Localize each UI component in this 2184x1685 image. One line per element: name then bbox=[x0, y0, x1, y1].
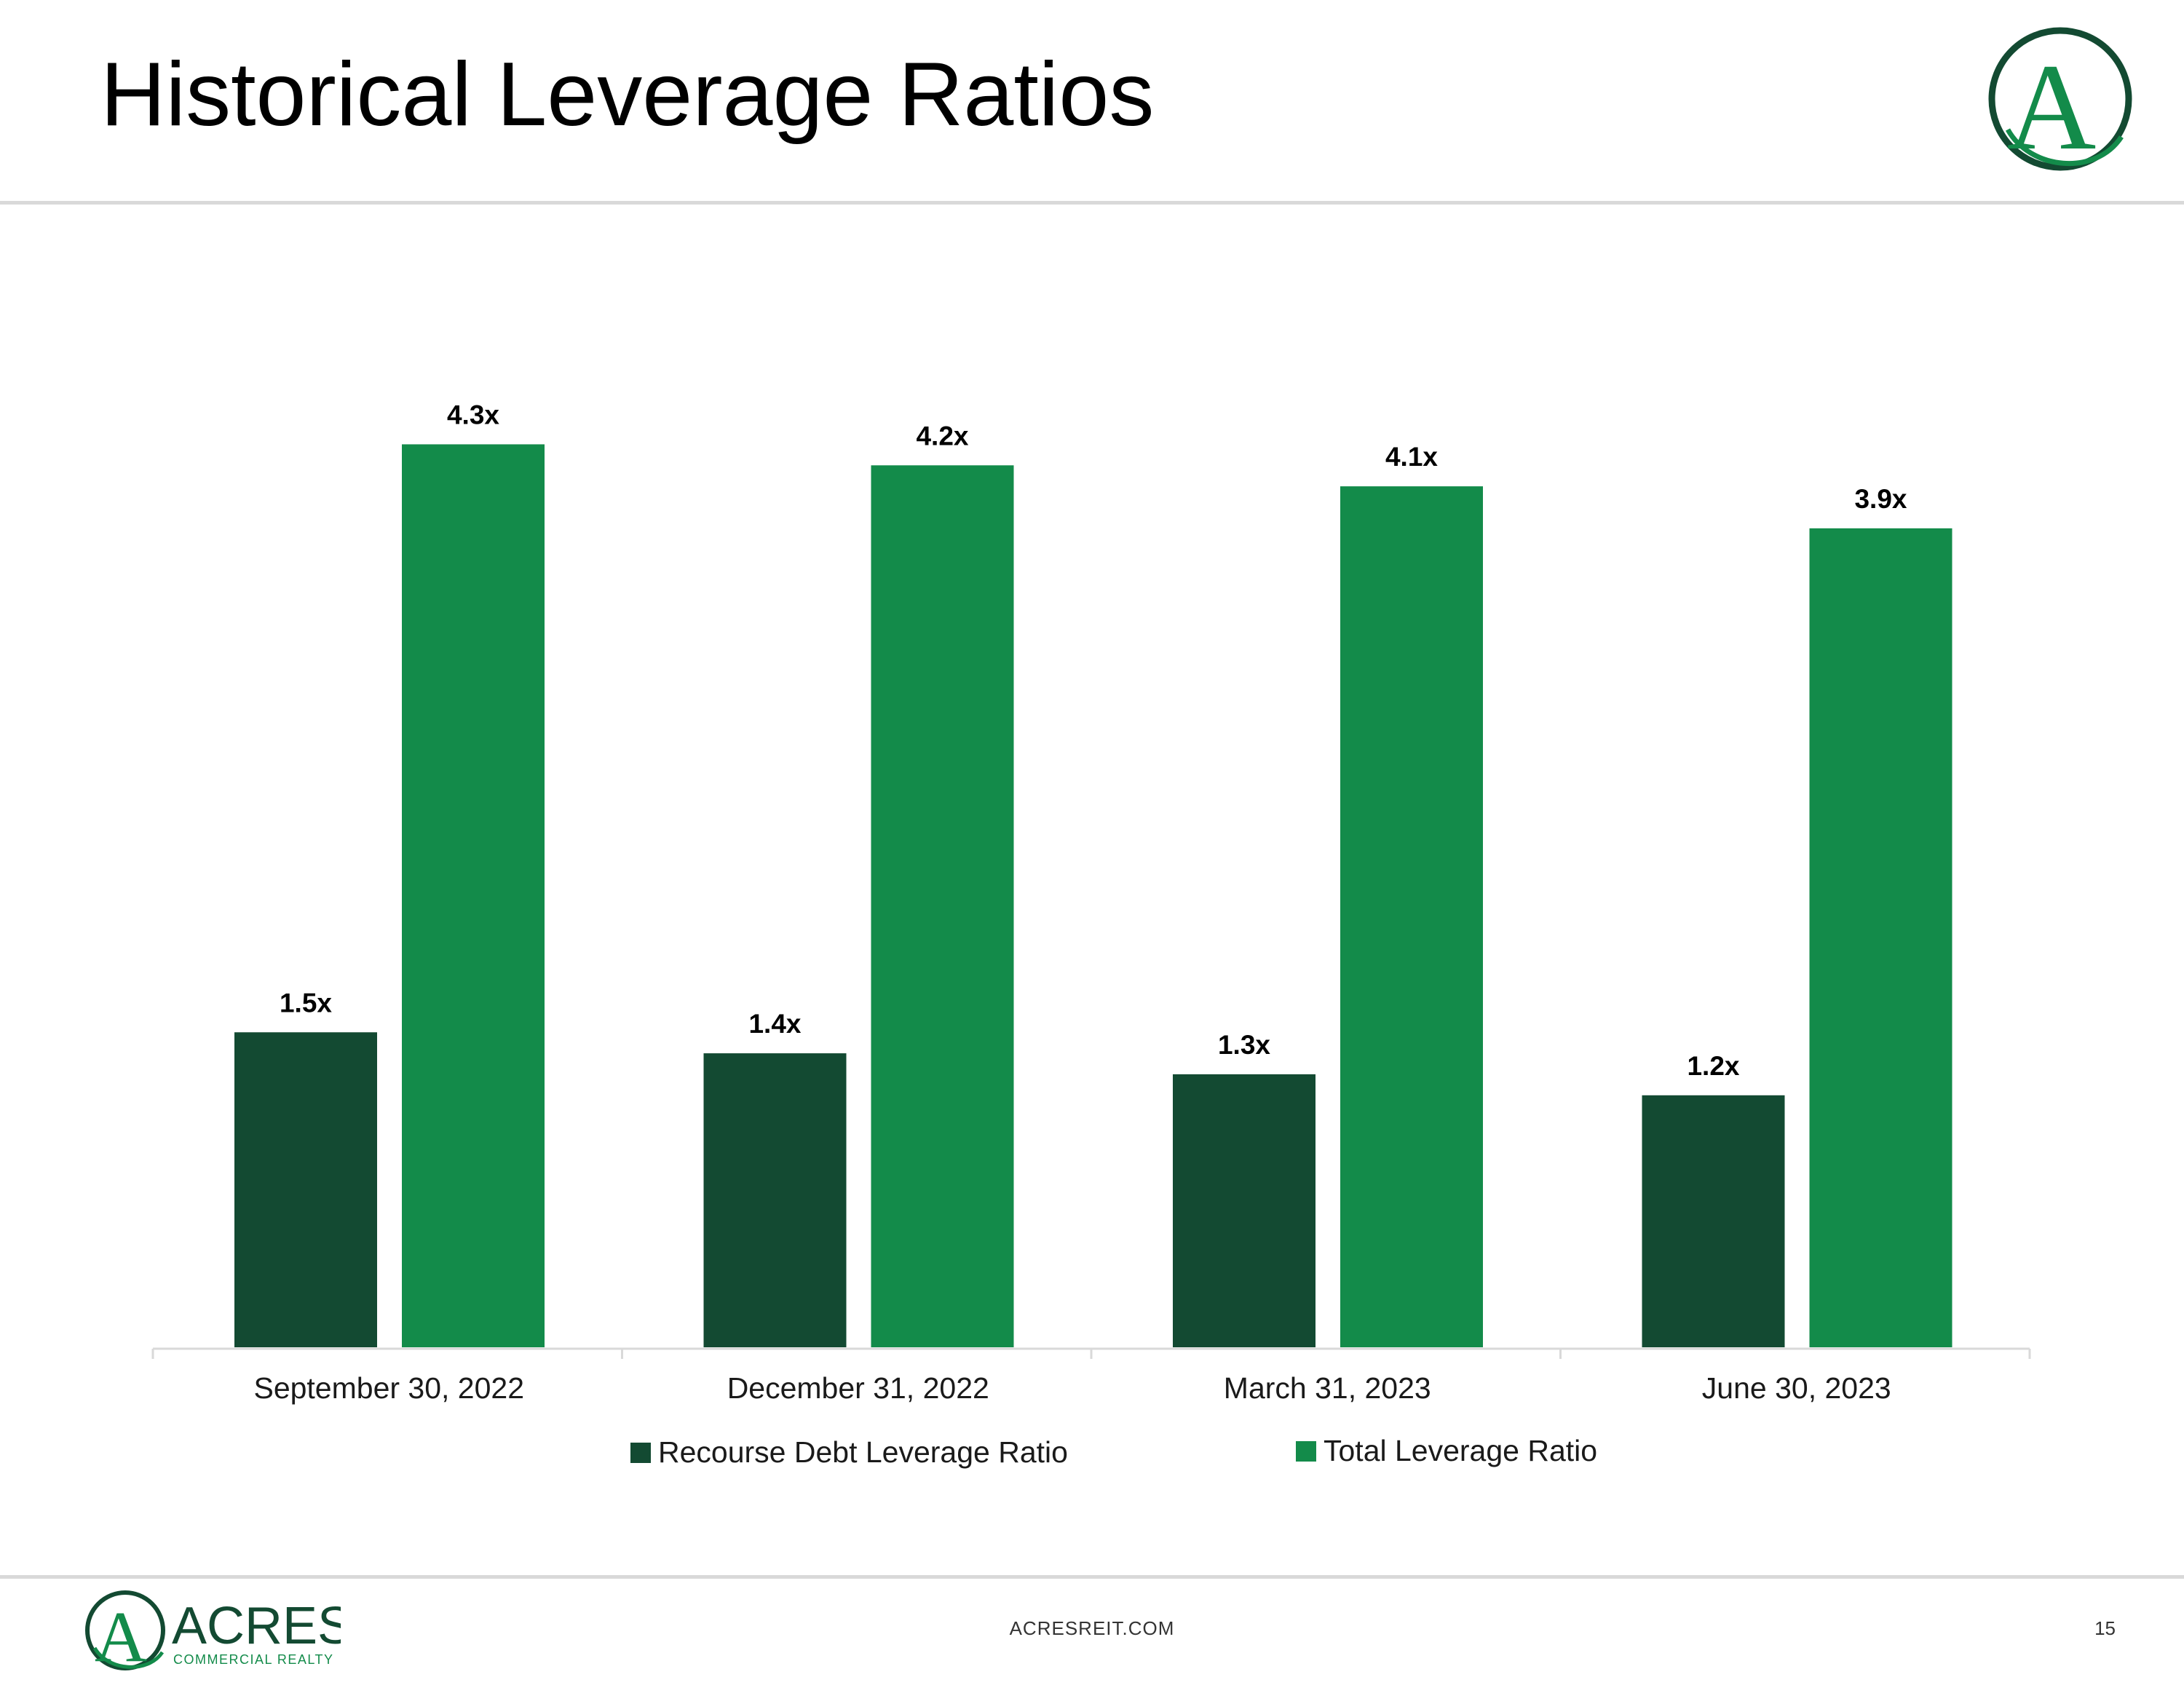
legend-swatch-recourse bbox=[630, 1442, 651, 1463]
bar-recourse-0 bbox=[234, 1032, 377, 1347]
data-label-total-1: 4.2x bbox=[916, 421, 968, 451]
brand-name: ACRES bbox=[172, 1597, 341, 1655]
legend-total-leverage: Total Leverage Ratio bbox=[1296, 1434, 1597, 1468]
acres-footer-logo: A ACRES COMMERCIAL REALTY bbox=[85, 1590, 341, 1676]
footer-url[interactable]: ACRESREIT.COM bbox=[1009, 1617, 1175, 1639]
data-label-recourse-2: 1.3x bbox=[1218, 1030, 1270, 1060]
page-title: Historical Leverage Ratios bbox=[100, 44, 1155, 145]
bar-total-2 bbox=[1340, 486, 1483, 1347]
logo-letter: A bbox=[2007, 39, 2097, 175]
data-label-total-3: 3.9x bbox=[1854, 484, 1907, 514]
x-tick-label-2: March 31, 2023 bbox=[1224, 1371, 1431, 1405]
bar-recourse-3 bbox=[1642, 1095, 1785, 1347]
brand-tagline: COMMERCIAL REALTY bbox=[173, 1652, 334, 1667]
page-number: 15 bbox=[2094, 1617, 2116, 1639]
header-divider bbox=[0, 201, 2184, 205]
acres-logo-icon: A bbox=[1988, 27, 2132, 175]
x-tick-label-1: December 31, 2022 bbox=[727, 1371, 989, 1405]
x-tick-label-0: September 30, 2022 bbox=[253, 1371, 524, 1405]
bar-recourse-2 bbox=[1173, 1074, 1315, 1347]
data-label-recourse-0: 1.5x bbox=[280, 988, 332, 1018]
bar-total-0 bbox=[402, 444, 545, 1348]
bars-layer bbox=[234, 444, 1952, 1348]
x-tick-label-3: June 30, 2023 bbox=[1702, 1371, 1891, 1405]
legend-label-recourse: Recourse Debt Leverage Ratio bbox=[658, 1435, 1068, 1469]
axis-layer bbox=[151, 1347, 2031, 1359]
footer-logo-letter: A bbox=[95, 1596, 147, 1676]
bar-total-1 bbox=[871, 465, 1014, 1347]
legend-recourse-debt: Recourse Debt Leverage Ratio bbox=[630, 1435, 1068, 1470]
legend-label-total: Total Leverage Ratio bbox=[1324, 1434, 1598, 1467]
bar-total-3 bbox=[1809, 528, 1952, 1347]
data-label-recourse-3: 1.2x bbox=[1687, 1051, 1739, 1081]
legend-swatch-total bbox=[1296, 1440, 1316, 1462]
labels-layer: 1.5x 4.3x September 30, 2022 1.4x 4.2x Decemb… bbox=[253, 400, 1907, 1405]
data-label-recourse-1: 1.4x bbox=[748, 1009, 801, 1039]
footer-divider bbox=[0, 1575, 2184, 1579]
data-label-total-0: 4.3x bbox=[447, 400, 499, 429]
data-label-total-2: 4.1x bbox=[1385, 442, 1438, 472]
bar-recourse-1 bbox=[703, 1053, 847, 1347]
